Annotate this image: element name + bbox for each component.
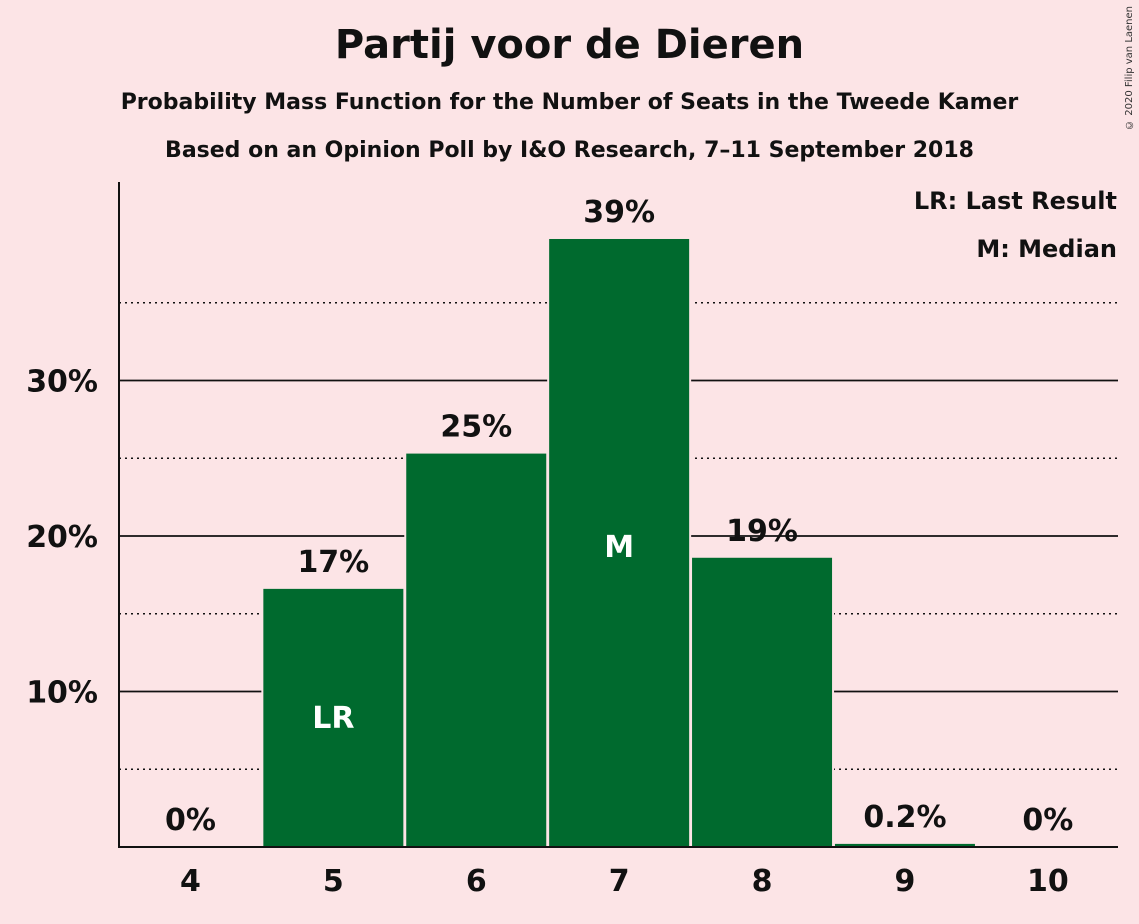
x-tick-label: 4: [180, 864, 201, 899]
axes: [118, 182, 1118, 848]
y-tick-label: 30%: [26, 365, 98, 400]
x-tick-label: 9: [895, 864, 916, 899]
chart-title: Partij voor de Dieren: [334, 22, 805, 68]
bars: [261, 236, 977, 847]
y-tick-label: 10%: [26, 676, 98, 711]
bar-marker-label: LR: [312, 701, 354, 736]
bar: [263, 588, 404, 847]
x-tick-label: 10: [1027, 864, 1069, 899]
chart-source-note: Based on an Opinion Poll by I&O Research…: [165, 138, 974, 163]
bar: [692, 557, 833, 847]
bar-marker-label: M: [604, 530, 634, 565]
legend-median: M: Median: [976, 235, 1117, 263]
chart-subtitle: Probability Mass Function for the Number…: [120, 90, 1019, 115]
x-tick-label: 8: [752, 864, 773, 899]
legend-last-result: LR: Last Result: [914, 187, 1117, 215]
y-tick-label: 20%: [26, 520, 98, 555]
data-label: 19%: [726, 514, 798, 549]
bar: [549, 238, 690, 847]
data-label: 0%: [165, 803, 216, 838]
data-label: 17%: [297, 545, 369, 580]
labels: 10% 20% 30% 0% 4 17% 5 LR 25% 6 39% 7 M 19% 8 0.2% 9 0% 10: [26, 195, 1073, 899]
bar: [834, 843, 975, 847]
data-label: 0%: [1022, 803, 1073, 838]
data-label: 39%: [583, 195, 655, 230]
data-label: 25%: [440, 410, 512, 445]
bar: [406, 453, 547, 847]
x-tick-label: 6: [466, 864, 487, 899]
x-tick-label: 7: [609, 864, 630, 899]
data-label: 0.2%: [863, 800, 946, 835]
x-tick-label: 5: [323, 864, 344, 899]
